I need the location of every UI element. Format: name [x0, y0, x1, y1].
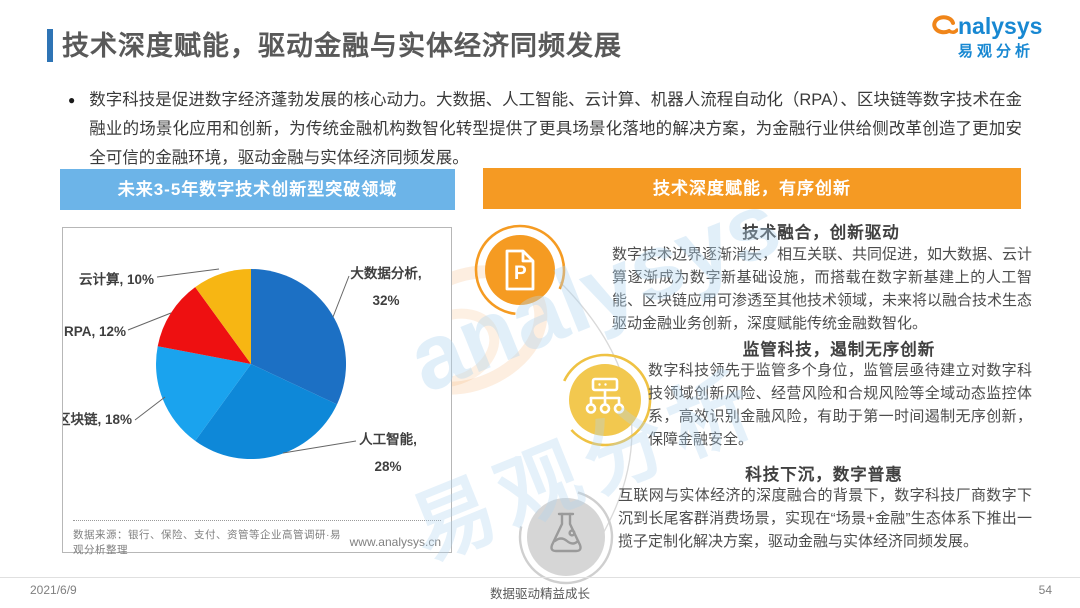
pie-label-line: [156, 268, 220, 278]
bullet-icon: ●: [68, 93, 76, 107]
section-heading-fusion: 技术融合，创新驱动: [742, 224, 900, 242]
pie-label: RPA, 12%: [64, 324, 126, 339]
logo-swirl-icon: [932, 15, 958, 35]
right-banner: 技术深度赋能，有序创新: [483, 168, 1021, 209]
section-icon-inclusive: [516, 487, 616, 587]
pie-label: 32%: [372, 293, 399, 308]
logo-brand-cn: 易观分析: [958, 43, 1035, 60]
intro-paragraph: ● 数字科技是促进数字经济蓬勃发展的核心动力。大数据、人工智能、云计算、机器人流…: [62, 86, 1022, 173]
pie-chart: 大数据分析, 32% 人工智能, 28% 区块链, 18% RPA, 12% 云计算, 10…: [63, 265, 422, 474]
pie-slice-云计算: [195, 269, 251, 364]
footer-date: 2021/6/9: [30, 583, 77, 597]
svg-text:P: P: [514, 263, 527, 284]
document-p-icon: [505, 249, 535, 291]
pie-label: 区块链, 18%: [63, 411, 132, 427]
section-icon-fusion: P: [470, 220, 570, 320]
pie-label: 大数据分析,: [350, 265, 421, 281]
section-body-fusion: 数字技术边界逐渐消失，相互关联、共同促进，如大数据、云计算逐渐成为数字新基础设施…: [612, 246, 1033, 332]
pie-label-line: [134, 396, 166, 421]
section-body-regtech: 数字科技领先于监管多个身位，监管层亟待建立对数字科技领域创新风险、经营风险和合规…: [648, 362, 1032, 448]
section-icon-regtech: [555, 350, 655, 450]
left-banner: 未来3-5年数字技术创新型突破领域: [60, 169, 455, 210]
card-divider: [73, 520, 441, 521]
pie-slice-大数据分析: [251, 269, 347, 405]
org-chart-icon: [585, 377, 625, 414]
section-heading-regtech: 监管科技，遏制无序创新: [742, 341, 936, 359]
analysys-logo: nalysys 易观分析: [928, 14, 1058, 61]
pie-slice-区块链: [156, 346, 251, 441]
pie-label: 云计算, 10%: [79, 271, 154, 287]
intro-text: 数字科技是促进数字经济蓬勃发展的核心动力。大数据、人工智能、云计算、机器人流程自…: [89, 91, 1022, 167]
page-title: 技术深度赋能，驱动金融与实体经济同频发展: [62, 31, 622, 61]
logo-brand-text: nalysys: [958, 13, 1043, 39]
flask-icon: [550, 512, 582, 553]
footer-divider: [0, 577, 1080, 578]
section-body-inclusive: 互联网与实体经济的深度融合的背景下，数字科技厂商数字下沉到长尾客群消费场景，实现…: [618, 487, 1032, 550]
pie-label: 28%: [374, 459, 401, 474]
title-accent-bar: [47, 29, 53, 62]
pie-label: 人工智能,: [359, 431, 417, 447]
pie-label-line: [332, 275, 350, 318]
pie-slice-RPA: [157, 287, 251, 364]
source-note: 数据来源：银行、保险、支付、资管等企业高管调研·易观分析整理: [73, 529, 341, 556]
pie-label-line: [127, 312, 172, 331]
pie-chart-card: 大数据分析, 32% 人工智能, 28% 区块链, 18% RPA, 12% 云计算, 10…: [62, 227, 452, 556]
footer-slogan: 数据驱动精益成长: [489, 587, 590, 601]
section-heading-inclusive: 科技下沉，数字普惠: [745, 466, 903, 484]
page-number: 54: [1038, 583, 1052, 597]
pie-slice-人工智能: [195, 364, 337, 460]
website-link[interactable]: www.analysys.cn: [349, 535, 441, 549]
pie-label-line: [282, 440, 357, 454]
